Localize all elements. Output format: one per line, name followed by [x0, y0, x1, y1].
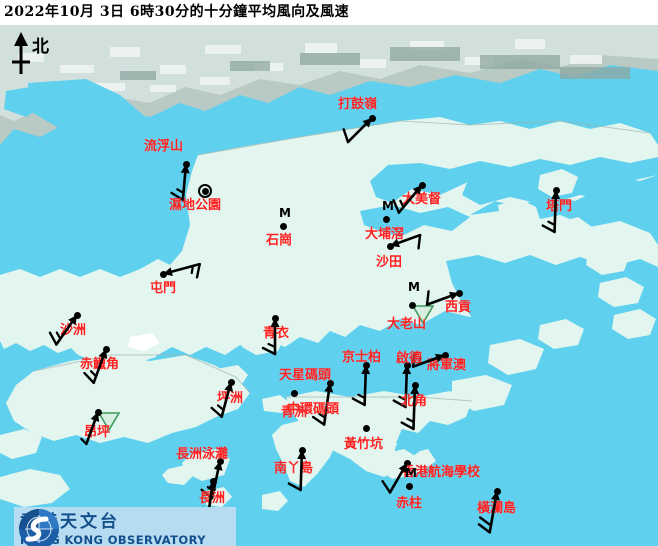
station-marine-marker: M — [405, 466, 417, 480]
page-title: 2022年10月 3日 6時30分的十分鐘平均風向及風速 — [0, 0, 658, 25]
station-label-chek-lap-kok: 赤鱲角 — [80, 357, 120, 372]
station-label-wetland-park: 濕地公園 — [169, 198, 222, 213]
station-label-stanley: 赤柱 — [396, 496, 423, 511]
station-label-lamma-island: 南丫島 — [274, 461, 314, 476]
station-label-waglan-island: 橫瀾島 — [477, 501, 517, 516]
station-dot-icon — [210, 478, 217, 485]
hko-emblem-icon — [19, 509, 59, 546]
station-label-tai-mei-tuk: 大美督 — [402, 192, 442, 207]
station-dot-icon — [291, 390, 298, 397]
station-label-star-ferry: 天星碼頭 — [279, 368, 332, 383]
station-triangle-icon — [98, 412, 120, 431]
hko-logo: 香港天文台 HONG KONG OBSERVATORY — [14, 507, 236, 546]
station-marine-marker: M — [382, 199, 394, 213]
station-dot-icon — [387, 243, 394, 250]
station-dot-icon — [202, 188, 209, 195]
station-dot-icon — [280, 223, 287, 230]
station-dot-icon — [419, 182, 426, 189]
station-dot-icon — [412, 382, 419, 389]
station-label-central-pier: 中環碼頭 — [287, 402, 340, 417]
station-label-lau-fau-shan: 流浮山 — [144, 139, 184, 154]
station-dot-icon — [406, 483, 413, 490]
station-label-hk-sea-school: 香港航海學校 — [402, 465, 481, 480]
station-dot-icon — [228, 379, 235, 386]
station-label-ta-kwu-ling: 打鼓嶺 — [338, 97, 378, 112]
station-dot-icon — [363, 425, 370, 432]
hko-name-en: HONG KONG OBSERVATORY — [20, 532, 206, 546]
station-label-cheung-chau-beach: 長洲泳灘 — [176, 447, 229, 462]
station-dot-icon — [103, 346, 110, 353]
station-label-north-point: 北角 — [401, 394, 428, 409]
station-label-kai-tak: 啟德 — [396, 351, 423, 366]
station-marine-marker: M — [279, 206, 291, 220]
station-dot-icon — [272, 315, 279, 322]
station-label-green-island: 青洲 — [281, 405, 308, 420]
station-dot-icon — [160, 271, 167, 278]
station-label-tap-mun: 塔門 — [546, 199, 573, 214]
station-dot-icon — [95, 409, 102, 416]
station-dot-icon — [494, 488, 501, 495]
north-arrow: 北 — [6, 30, 66, 80]
station-label-cheung-chau: 長洲 — [199, 491, 226, 506]
station-label-peng-chau: 坪洲 — [217, 391, 244, 406]
station-label-kings-park: 京士柏 — [342, 350, 382, 365]
station-label-sha-tin: 沙田 — [376, 255, 403, 270]
north-label: 北 — [32, 37, 49, 57]
station-ring-icon — [198, 184, 212, 198]
station-dot-icon — [409, 302, 416, 309]
station-label-tuen-mun: 屯門 — [150, 281, 177, 296]
station-label-wong-chuk-hang: 黃竹坑 — [344, 437, 384, 452]
station-dot-icon — [183, 161, 190, 168]
station-dot-icon — [553, 187, 560, 194]
map-geography — [0, 25, 658, 546]
station-dot-icon — [74, 312, 81, 319]
station-label-tsing-yi: 青衣 — [263, 326, 290, 341]
station-dot-icon — [456, 290, 463, 297]
station-dot-icon — [383, 216, 390, 223]
station-label-sai-kung: 西貢 — [445, 300, 472, 315]
station-marine-marker: M — [408, 280, 420, 294]
station-label-shek-kong: 石崗 — [266, 233, 293, 248]
station-label-tai-po-kau: 大埔滘 — [365, 227, 405, 242]
station-triangle-icon — [412, 305, 434, 324]
station-label-ngong-ping: 昂坪 — [84, 425, 111, 440]
station-label-tates-cairn: 大老山 — [387, 317, 427, 332]
station-dot-icon — [369, 115, 376, 122]
north-arrow-icon — [12, 32, 30, 74]
station-dot-icon — [299, 447, 306, 454]
hong-kong-wind-map: 北 打鼓嶺流浮山濕地公園 M 石崗 大美督 塔門 M 大埔滘沙田屯門沙洲赤鱲角 青衣 M 大老山 西… — [0, 25, 658, 546]
station-label-sha-chau: 沙洲 — [60, 323, 87, 338]
station-label-tseung-kwan-o: 將軍澳 — [427, 358, 467, 373]
